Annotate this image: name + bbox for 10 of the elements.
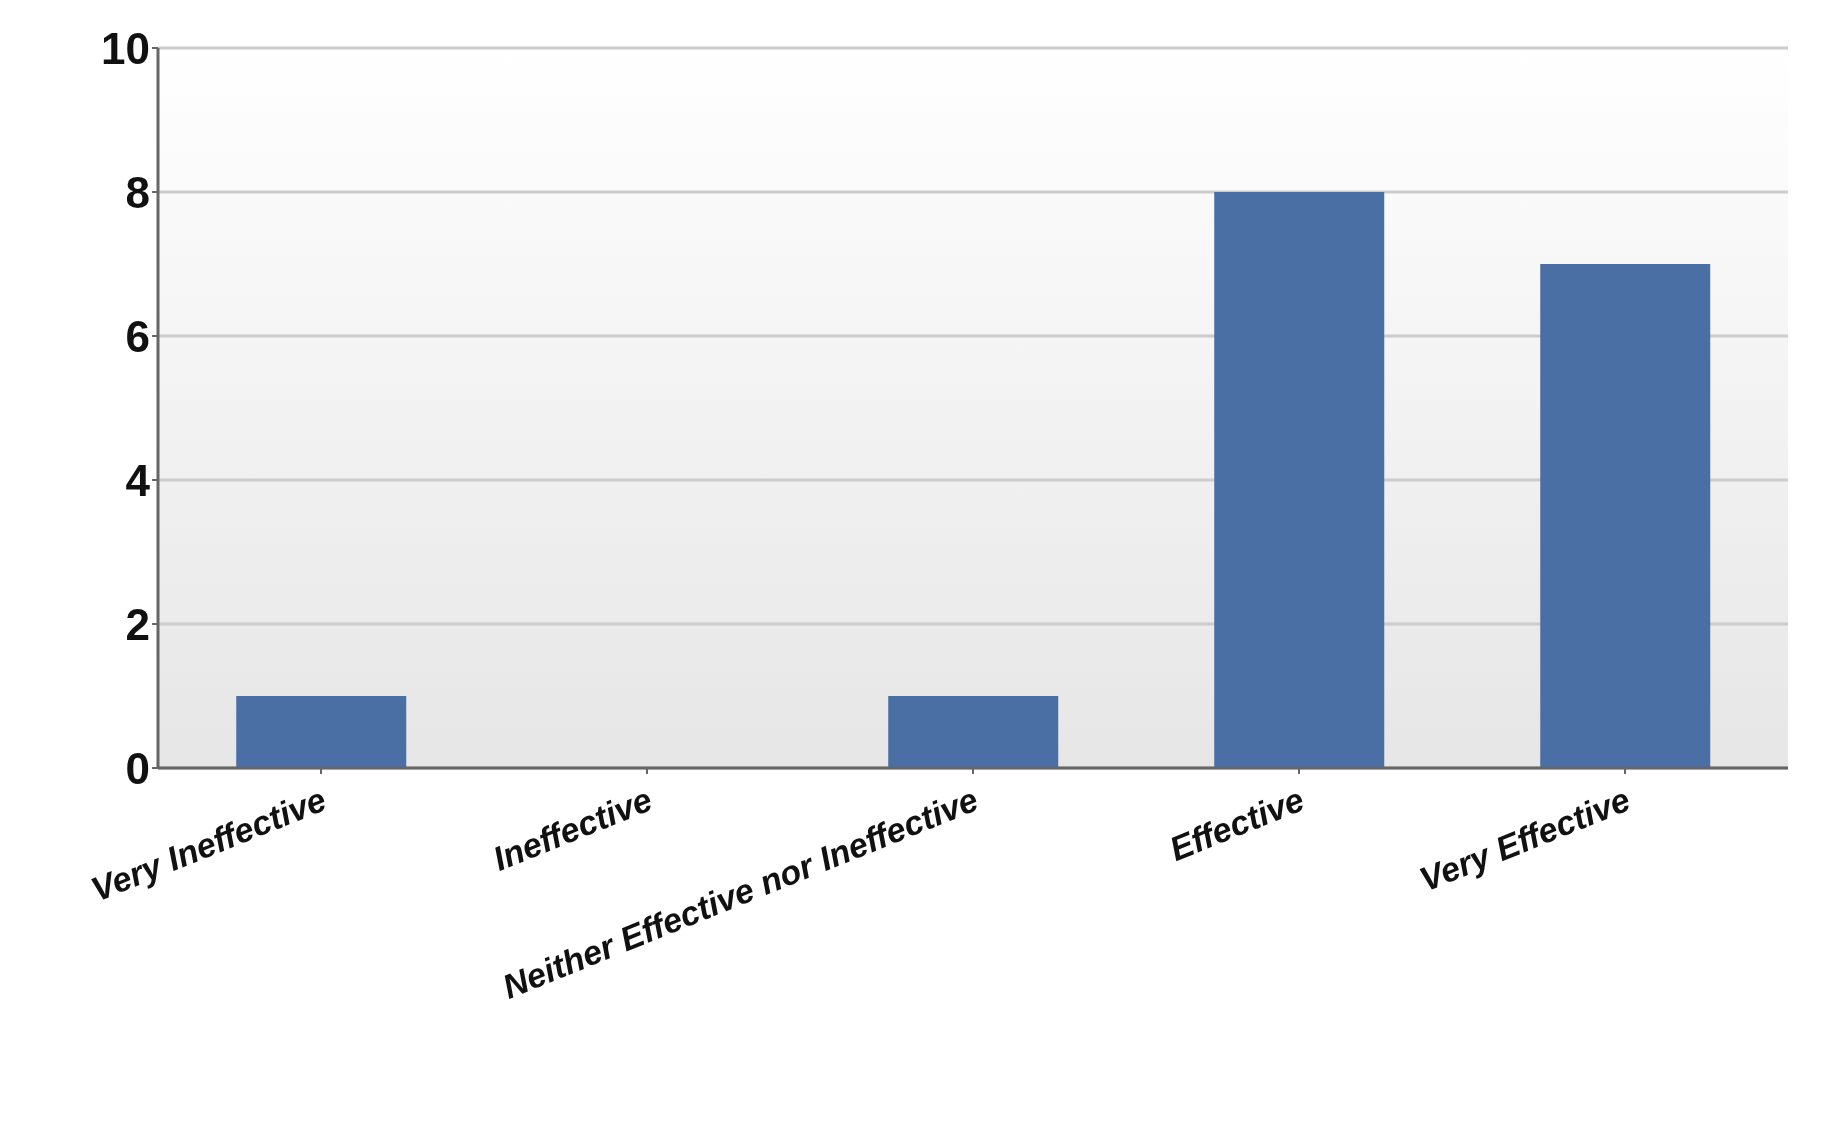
bar bbox=[1214, 192, 1385, 768]
bar bbox=[236, 696, 407, 768]
y-tick-label: 8 bbox=[125, 167, 150, 217]
y-tick-label: 2 bbox=[125, 599, 150, 649]
y-tick-label: 6 bbox=[125, 311, 150, 361]
y-tick-label: 0 bbox=[125, 743, 150, 793]
y-tick-label: 4 bbox=[125, 455, 151, 505]
bar bbox=[888, 696, 1059, 768]
y-tick-label: 10 bbox=[101, 23, 150, 73]
bar bbox=[1540, 264, 1711, 768]
